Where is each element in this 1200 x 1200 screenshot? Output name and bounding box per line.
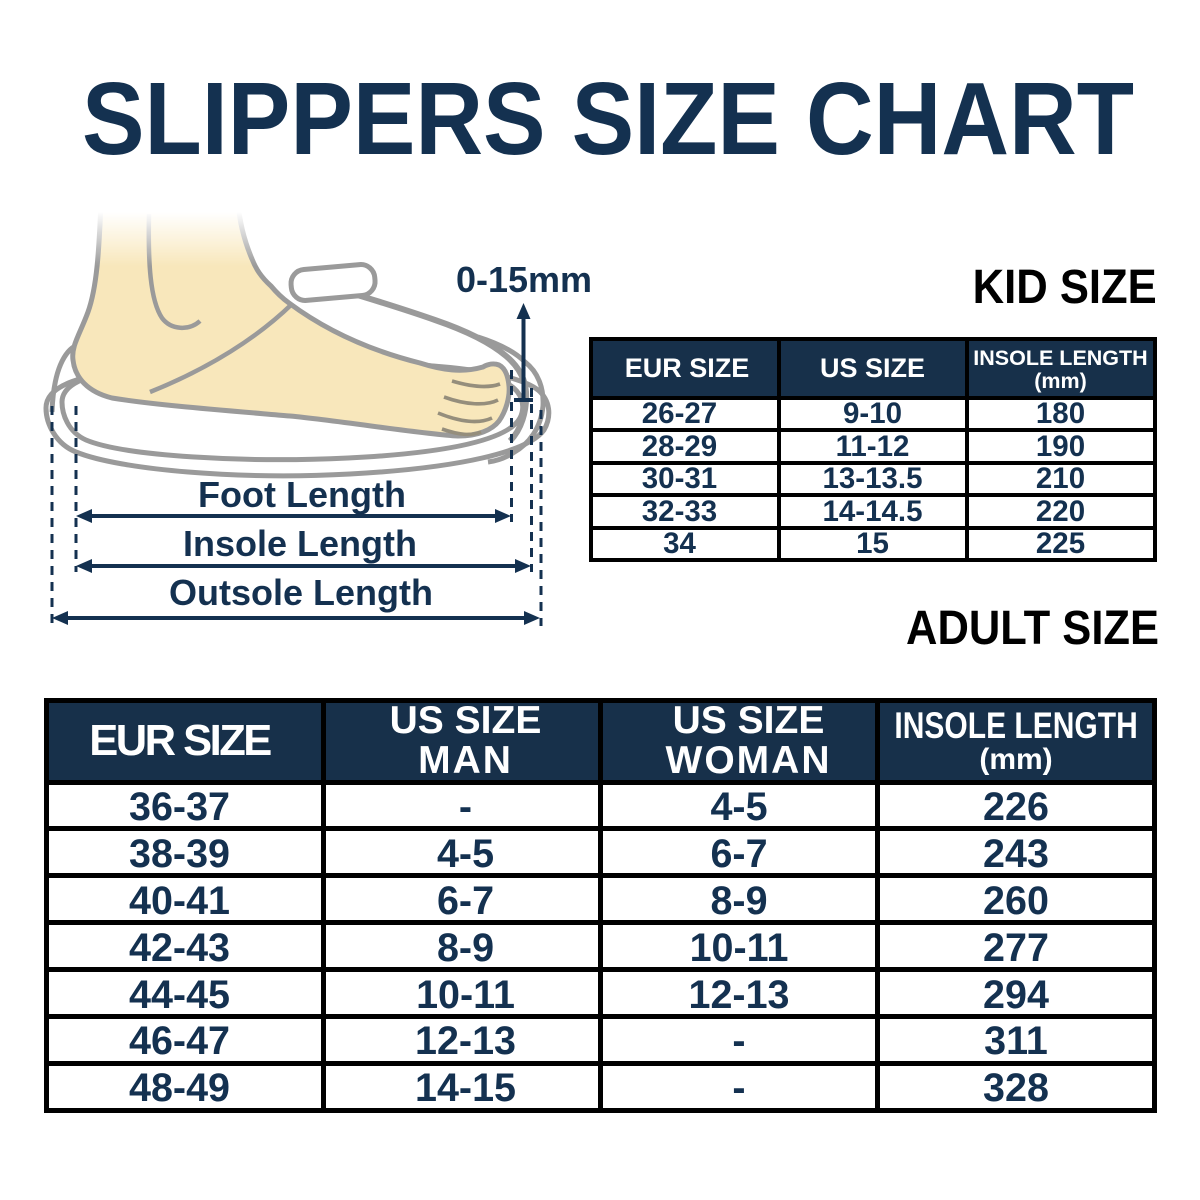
svg-text:0-15mm: 0-15mm — [456, 259, 592, 300]
svg-text:Outsole Length: Outsole Length — [169, 572, 433, 613]
svg-text:Foot Length: Foot Length — [198, 474, 406, 515]
svg-text:Insole Length: Insole Length — [183, 523, 417, 564]
